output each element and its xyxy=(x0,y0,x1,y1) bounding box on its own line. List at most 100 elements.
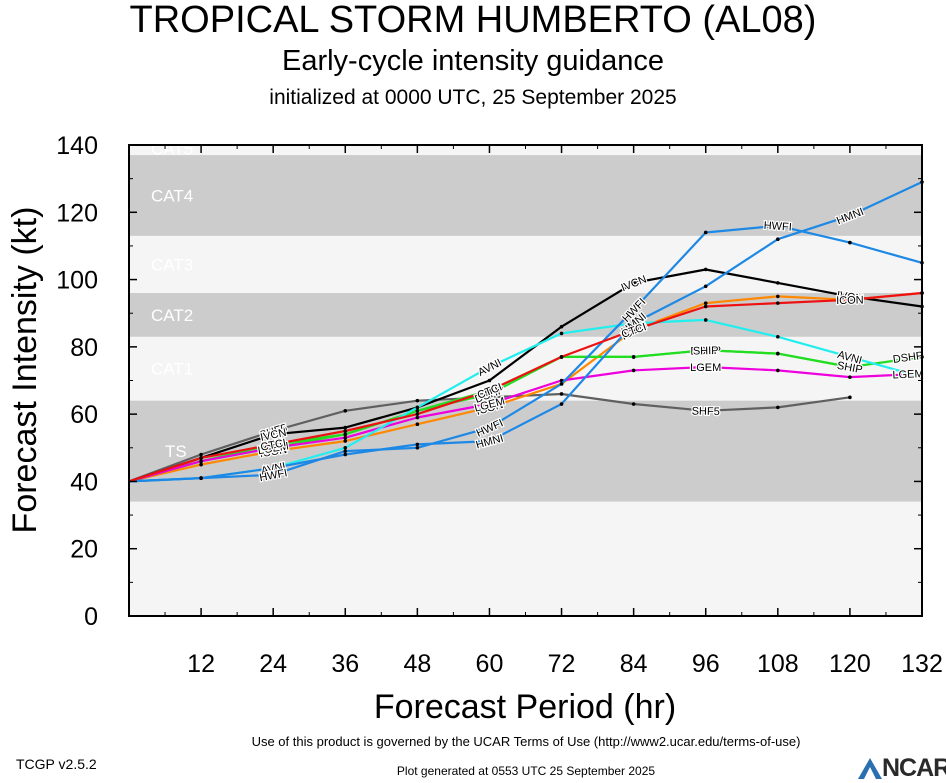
y-tick-label-0: 0 xyxy=(84,603,98,631)
point-icon-96 xyxy=(703,301,708,305)
point-hmni-24 xyxy=(271,466,275,470)
point-ship-108 xyxy=(776,351,780,356)
category-label-ts: TS xyxy=(165,442,187,461)
x-tick-label-120: 120 xyxy=(829,650,871,678)
category-label-cat4: CAT4 xyxy=(151,186,193,205)
point-ctci-120 xyxy=(848,297,852,302)
series-label-icon: ICON xyxy=(836,294,864,307)
point-hmni-36 xyxy=(343,452,348,457)
point-avni-108 xyxy=(776,334,780,339)
point-hmni-60 xyxy=(487,439,492,443)
point-shf5-108 xyxy=(776,405,780,410)
series-label-dshp: DSHP xyxy=(690,345,721,358)
point-hmni-72 xyxy=(559,402,564,406)
series-line-icon xyxy=(128,291,923,483)
point-hmni-96 xyxy=(703,284,708,289)
series-line-hmni xyxy=(128,181,923,483)
category-bands xyxy=(129,145,922,616)
series-label-icon: ICON xyxy=(259,444,288,460)
point-hwfi-108 xyxy=(776,223,780,228)
version-label: TCGP v2.5.2 xyxy=(16,756,97,772)
series-label-dshp: DSHP xyxy=(892,350,924,366)
x-tick-label-24: 24 xyxy=(259,650,287,678)
y-axis-label: Forecast Intensity (kt) xyxy=(6,207,44,534)
point-hmni-84 xyxy=(631,321,636,326)
point-ctci-108 xyxy=(776,301,780,305)
series-line-lgem xyxy=(128,365,923,483)
x-tick-label-72: 72 xyxy=(548,650,576,678)
point-ivcn-24 xyxy=(271,432,275,437)
point-ctci-36 xyxy=(343,429,348,433)
point-avni-120 xyxy=(848,355,852,359)
point-lgem-36 xyxy=(343,435,348,440)
series-label-dshp: DSHP xyxy=(257,440,289,457)
category-label-cat3: CAT3 xyxy=(151,255,193,274)
y-tick-label-20: 20 xyxy=(70,536,98,564)
point-lgem-60 xyxy=(487,402,492,406)
point-icon-36 xyxy=(343,439,348,443)
series-line-hwfi xyxy=(128,224,923,483)
point-ship-84 xyxy=(631,355,636,359)
point-lgem-120 xyxy=(848,375,852,379)
point-hwfi-60 xyxy=(487,425,492,430)
series-label-lgem: LGEM xyxy=(892,368,924,381)
x-tick-label-36: 36 xyxy=(331,650,359,678)
point-shf5-48 xyxy=(415,398,420,403)
point-shf5-84 xyxy=(631,402,636,406)
series-label-hwfi: HWFI xyxy=(763,220,792,234)
x-tick-label-108: 108 xyxy=(757,650,799,678)
point-ivcn-96 xyxy=(703,267,708,272)
point-ivcn-36 xyxy=(343,425,348,430)
point-shf5-96 xyxy=(703,408,708,413)
point-shf5-120 xyxy=(848,395,852,400)
series-line-ctci xyxy=(128,291,923,483)
point-dshp-60 xyxy=(487,392,492,396)
point-hwfi-96 xyxy=(703,230,708,235)
band-cat2 xyxy=(129,293,922,337)
point-lgem-12 xyxy=(199,459,203,464)
point-ivcn-72 xyxy=(559,324,564,329)
point-hwfi-36 xyxy=(343,449,348,453)
point-ctci-84 xyxy=(631,328,636,332)
point-icon-48 xyxy=(415,422,420,427)
init-time: initialized at 0000 UTC, 25 September 20… xyxy=(269,86,677,109)
x-tick-label-48: 48 xyxy=(403,650,431,678)
point-ctci-24 xyxy=(271,442,275,447)
point-ship-36 xyxy=(343,432,348,437)
point-avni-48 xyxy=(415,405,420,410)
x-tick-label-96: 96 xyxy=(692,650,720,678)
y-tick-label-140: 140 xyxy=(56,132,98,160)
point-icon-108 xyxy=(776,294,780,299)
y-tick-label-40: 40 xyxy=(70,468,98,496)
category-label-cat1: CAT1 xyxy=(151,360,193,379)
point-hwfi-84 xyxy=(631,308,636,312)
point-ctci-96 xyxy=(703,304,708,309)
y-tick-label-60: 60 xyxy=(70,401,98,429)
ncar-logo-text: NCAR xyxy=(882,754,946,782)
axes: 12 24 36 48 60 72 84 96 108 120 132 0 20 40 60 80 100 120… xyxy=(6,132,943,726)
x-tick-label-60: 60 xyxy=(476,650,504,678)
point-lgem-96 xyxy=(703,365,708,369)
point-icon-24 xyxy=(271,449,275,453)
band-cat4 xyxy=(129,155,922,236)
point-hmni-48 xyxy=(415,442,420,447)
point-lgem-24 xyxy=(271,445,275,450)
category-label-cat5: CAT5 xyxy=(151,139,193,158)
x-axis-label: Forecast Period (hr) xyxy=(374,688,676,726)
point-ivcn-108 xyxy=(776,281,780,285)
point-icon-60 xyxy=(487,405,492,410)
x-tick-label-84: 84 xyxy=(620,650,648,678)
y-tick-label-100: 100 xyxy=(56,267,98,295)
chart-title: TROPICAL STORM HUMBERTO (AL08) xyxy=(129,0,817,41)
point-ctci-12 xyxy=(199,456,203,460)
series-label-ivcn: IVCN xyxy=(836,289,864,305)
point-avni-60 xyxy=(487,365,492,369)
point-ctci-72 xyxy=(559,355,564,359)
point-ivcn-120 xyxy=(848,294,852,299)
point-ship-48 xyxy=(415,408,420,413)
point-ivcn-60 xyxy=(487,378,492,383)
point-hwfi-24 xyxy=(271,472,275,477)
point-avni-36 xyxy=(343,445,348,450)
generated-time: Plot generated at 0553 UTC 25 September … xyxy=(396,764,656,778)
series-lines xyxy=(128,180,924,483)
